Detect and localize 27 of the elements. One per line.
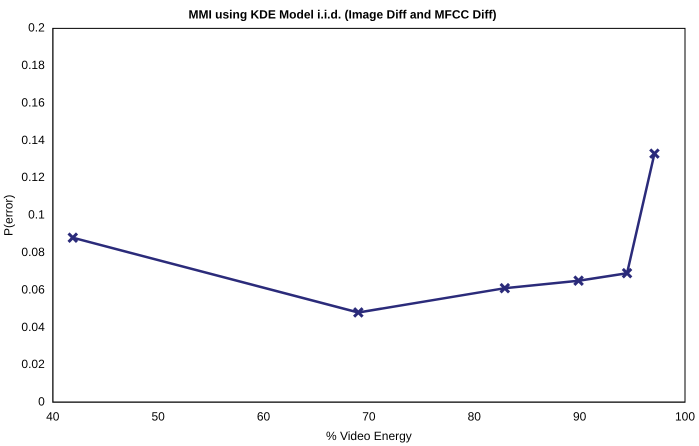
x-tick-label: 40	[46, 410, 60, 424]
x-tick-label: 80	[468, 410, 482, 424]
y-tick-label: 0.08	[21, 244, 46, 259]
x-tick-label: 100	[674, 410, 696, 424]
x-tick-label: 50	[151, 410, 166, 424]
y-tick-label: 0.06	[21, 282, 46, 296]
x-tick-label: 70	[362, 410, 376, 424]
y-tick-label: 0.02	[21, 357, 46, 372]
y-axis-title: P(error)	[2, 194, 16, 236]
y-tick-label: 0.04	[21, 320, 46, 334]
y-tick-label: 0.18	[21, 58, 46, 72]
point	[67, 232, 79, 244]
y-tick-label: 0.2	[28, 20, 46, 35]
point	[499, 282, 511, 294]
x-axis-title: % Video Energy	[326, 429, 412, 444]
point	[648, 148, 660, 160]
point	[572, 274, 584, 286]
x-tick-label: 90	[572, 410, 587, 424]
y-tick-label: 0.12	[21, 170, 46, 184]
chart-title: MMI using KDE Model i.i.d. (Image Diff and MFCC Diff)	[188, 8, 496, 22]
x-tick-label: 60	[256, 410, 270, 424]
y-tick-label: 0.16	[21, 95, 46, 110]
y-tick-label: 0.1	[28, 208, 46, 222]
y-tick-label: 0	[38, 394, 46, 409]
y-tick-label: 0.14	[21, 132, 46, 147]
point	[621, 267, 633, 279]
point	[352, 306, 364, 318]
